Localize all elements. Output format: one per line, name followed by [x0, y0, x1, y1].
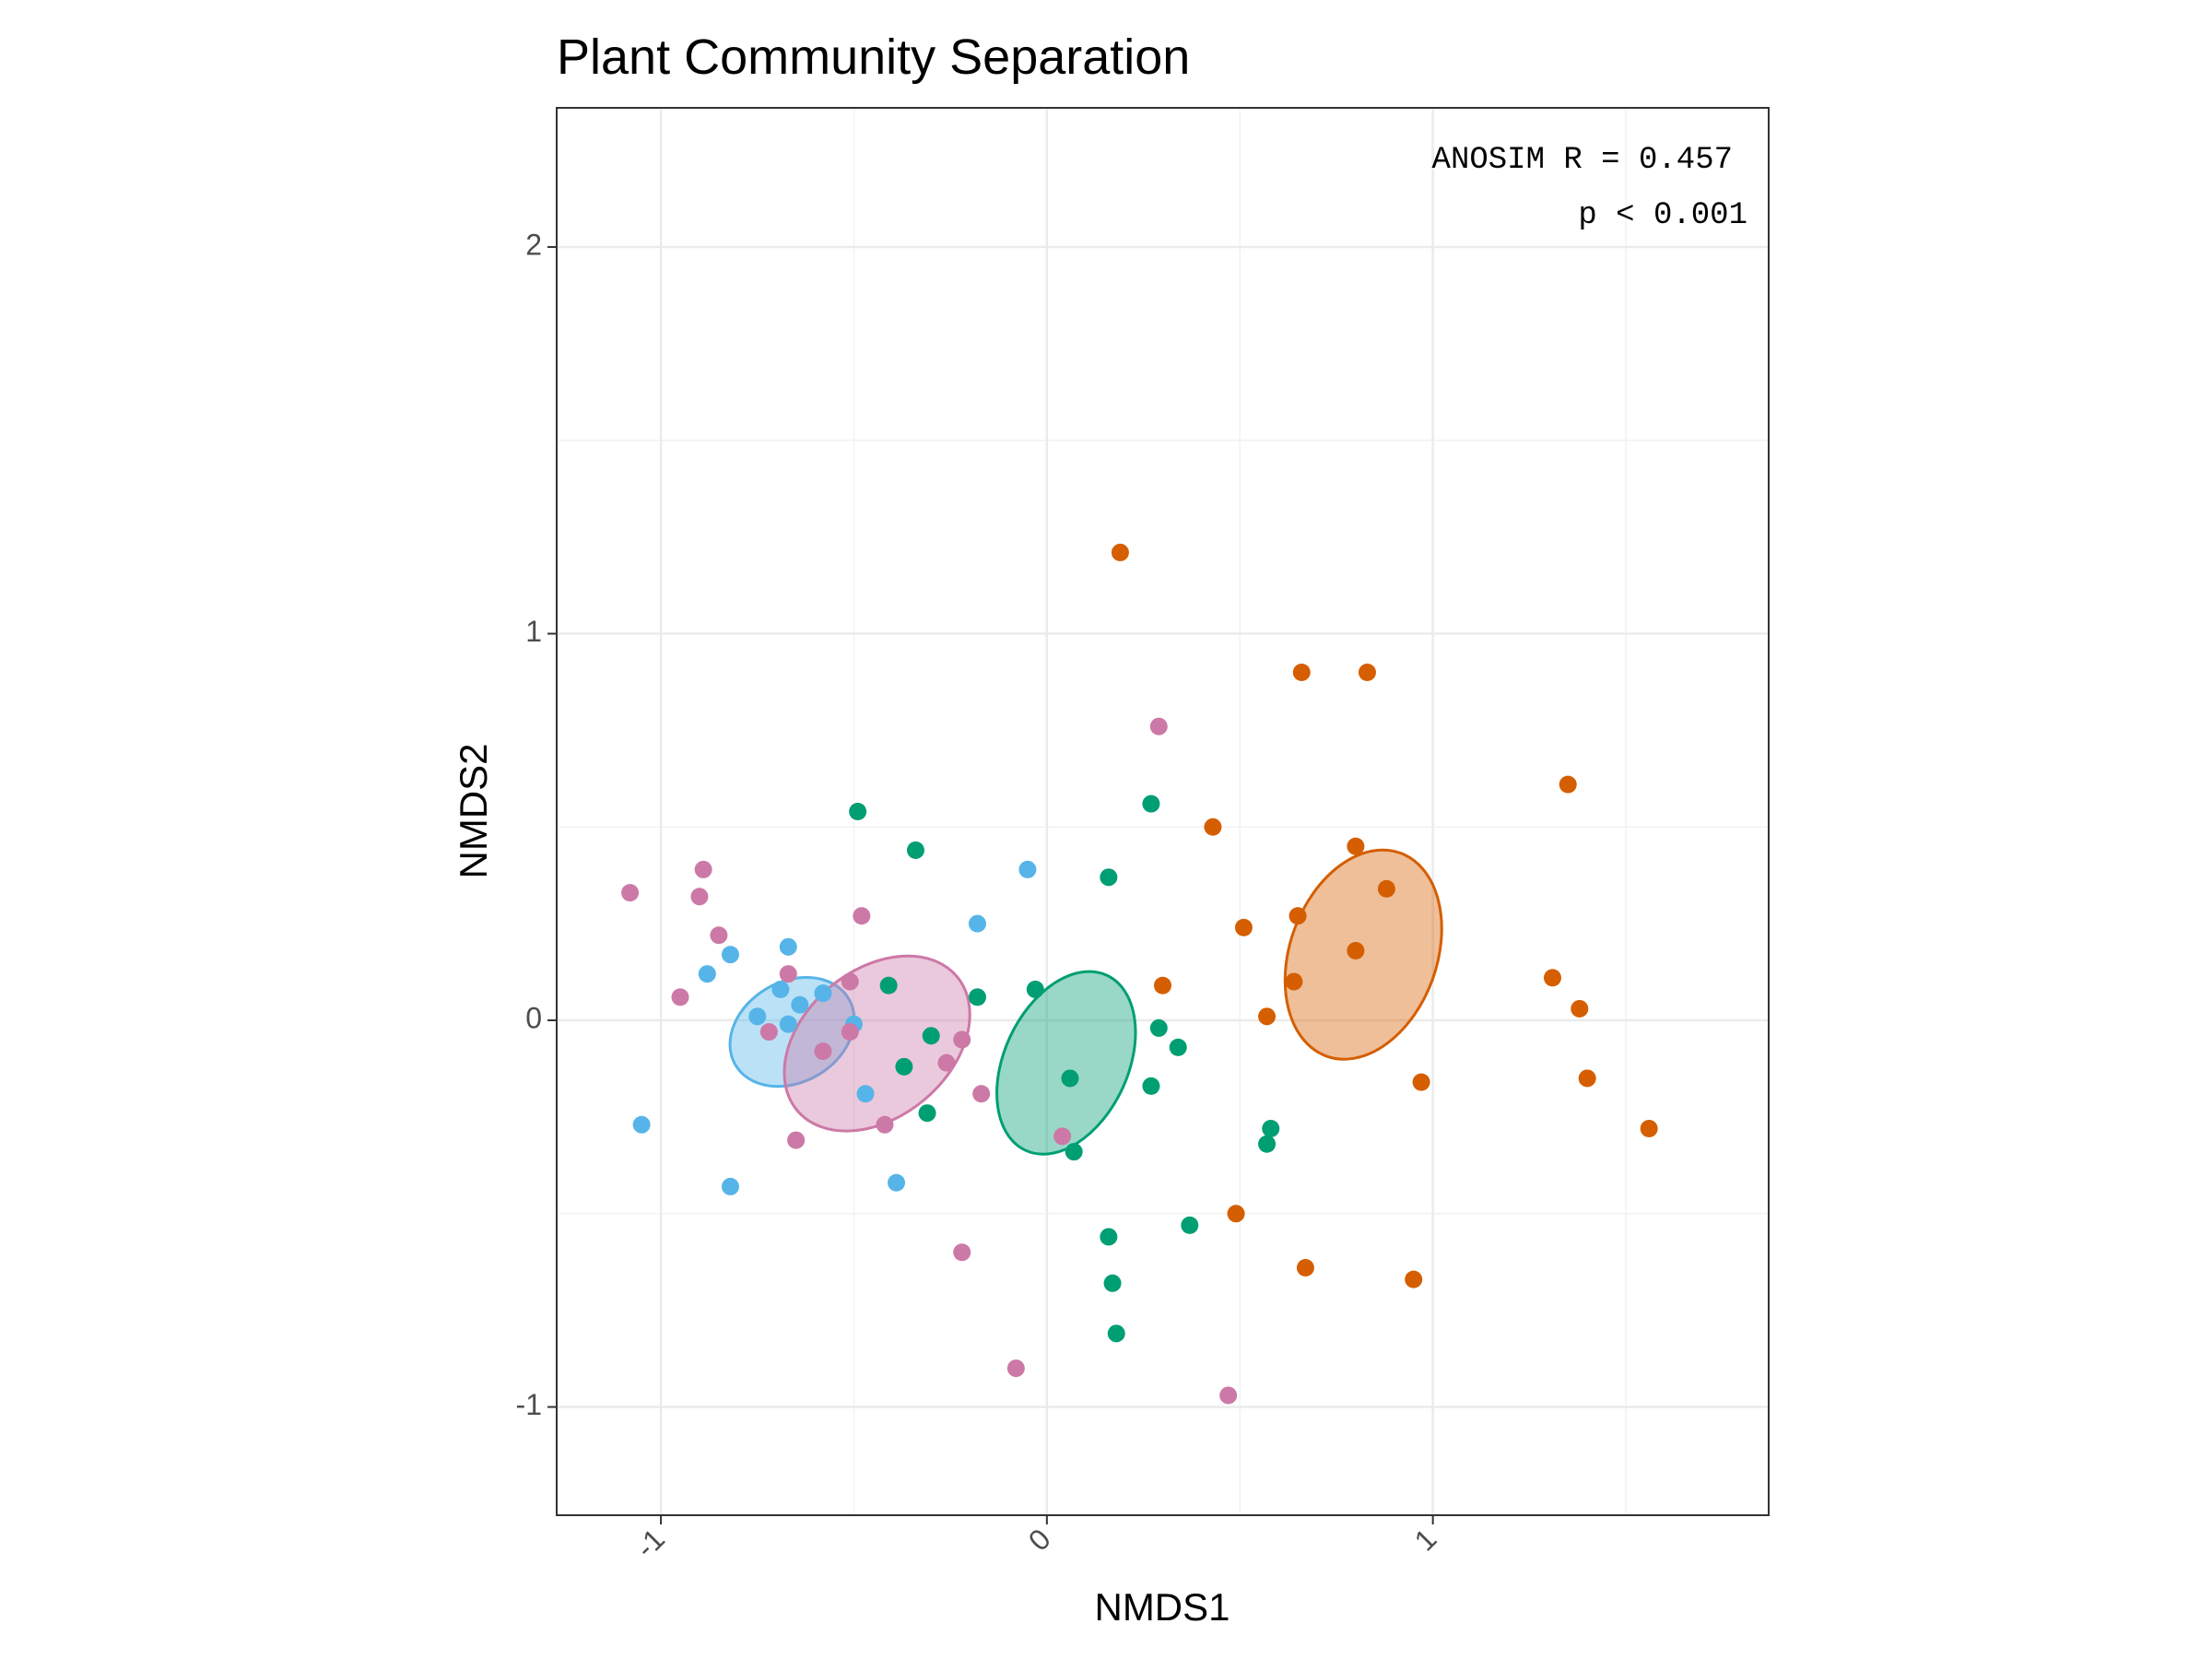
data-point	[856, 1085, 875, 1103]
data-point	[1262, 1119, 1280, 1137]
x-axis-title: NMDS1	[1094, 1585, 1230, 1629]
data-point	[922, 1027, 940, 1045]
data-point	[632, 1115, 651, 1134]
data-point	[1142, 794, 1160, 813]
data-point	[1006, 1359, 1025, 1378]
data-point	[849, 803, 867, 820]
data-point	[1292, 663, 1311, 681]
data-point	[1142, 1077, 1160, 1095]
data-point	[779, 937, 797, 956]
chart-title: Plant Community Separation	[557, 29, 1190, 85]
data-point	[1288, 907, 1307, 925]
data-point	[1061, 1069, 1079, 1088]
plot-panel-border	[556, 107, 1770, 1516]
y-axis-title: NMDS2	[452, 743, 495, 878]
data-point	[1149, 1018, 1168, 1037]
data-point	[876, 1115, 894, 1134]
data-point	[814, 984, 832, 1003]
data-point	[621, 884, 640, 902]
data-point	[841, 1023, 859, 1041]
axis-ticks: -1 0 1 -1 0 1 2	[516, 228, 1443, 1564]
data-point	[1219, 1386, 1238, 1405]
data-point	[1347, 837, 1365, 855]
data-point	[1377, 879, 1395, 898]
data-point	[710, 926, 728, 945]
data-point	[1258, 1135, 1277, 1153]
x-tick-label: -1	[629, 1522, 671, 1564]
data-point	[895, 1057, 913, 1076]
y-tick-label: -1	[516, 1388, 542, 1421]
data-point	[1065, 1143, 1083, 1161]
data-point	[841, 972, 859, 991]
y-tick-label: 1	[525, 615, 542, 648]
data-point	[694, 860, 712, 878]
data-point	[1640, 1119, 1658, 1137]
group-ellipse	[782, 954, 971, 1133]
data-point	[1100, 1228, 1118, 1246]
data-point	[721, 946, 739, 964]
data-point	[1149, 717, 1168, 735]
data-point	[1543, 969, 1561, 987]
data-point	[748, 1007, 767, 1026]
data-point	[779, 965, 797, 983]
data-point	[690, 888, 709, 906]
anosim-r-annotation: ANOSIM R = 0.457	[1432, 143, 1733, 178]
data-point	[953, 1243, 971, 1262]
data-point	[972, 1085, 991, 1103]
y-tick-label: 2	[525, 228, 542, 261]
data-point	[1347, 942, 1365, 960]
data-point	[1053, 1127, 1072, 1146]
data-point	[953, 1030, 971, 1049]
data-point	[1169, 1038, 1187, 1056]
data-point	[879, 976, 898, 994]
data-point	[771, 980, 790, 998]
data-point	[787, 1131, 806, 1149]
data-point	[1154, 976, 1171, 994]
data-point	[1100, 868, 1118, 887]
data-point	[1204, 818, 1222, 836]
data-point	[1111, 543, 1129, 561]
data-point	[1227, 1205, 1245, 1223]
data-point	[1405, 1270, 1423, 1288]
data-point	[1234, 918, 1253, 936]
data-point	[791, 995, 809, 1014]
data-point	[968, 914, 986, 933]
anosim-p-annotation: p < 0.001	[1578, 198, 1747, 233]
data-point	[937, 1053, 956, 1072]
data-point	[1107, 1324, 1125, 1343]
data-point	[814, 1042, 832, 1061]
data-point	[918, 1104, 936, 1123]
data-point	[1285, 972, 1303, 991]
data-points	[621, 543, 1658, 1405]
data-point	[671, 988, 689, 1006]
data-point	[721, 1177, 739, 1195]
data-point	[853, 907, 871, 925]
data-point	[906, 841, 924, 859]
data-point	[698, 965, 716, 983]
data-point	[1296, 1259, 1314, 1277]
y-tick-label: 0	[525, 1001, 542, 1034]
data-point	[1103, 1274, 1122, 1292]
data-point	[1018, 860, 1037, 878]
data-point	[888, 1173, 906, 1192]
group-ellipse	[995, 970, 1137, 1156]
data-point	[1358, 663, 1376, 681]
confidence-ellipses	[728, 848, 1443, 1156]
x-tick-label: 0	[1022, 1522, 1057, 1557]
data-point	[1026, 980, 1044, 998]
data-point	[1578, 1069, 1596, 1088]
data-point	[1559, 775, 1577, 794]
data-point	[968, 988, 986, 1006]
data-point	[1412, 1073, 1430, 1091]
x-tick-label: 1	[1408, 1522, 1443, 1557]
data-point	[1181, 1216, 1199, 1234]
plot-panel-background	[557, 108, 1769, 1515]
data-point	[779, 1015, 797, 1033]
data-point	[1571, 999, 1589, 1018]
data-point	[1258, 1007, 1277, 1026]
data-point	[759, 1023, 778, 1041]
